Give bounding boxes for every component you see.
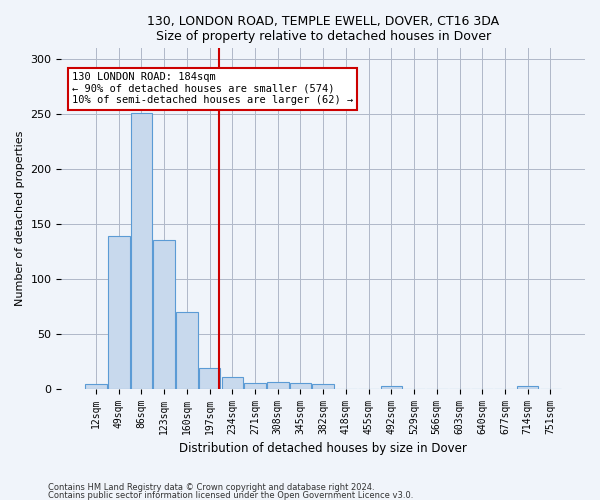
Text: Contains public sector information licensed under the Open Government Licence v3: Contains public sector information licen… [48,490,413,500]
Bar [199,368,220,388]
Bar [267,382,289,388]
Text: 130 LONDON ROAD: 184sqm
← 90% of detached houses are smaller (574)
10% of semi-d: 130 LONDON ROAD: 184sqm ← 90% of detache… [72,72,353,106]
Bar [154,240,175,388]
Y-axis label: Number of detached properties: Number of detached properties [15,131,25,306]
Bar [221,376,243,388]
Bar [380,386,402,388]
Bar [244,383,266,388]
X-axis label: Distribution of detached houses by size in Dover: Distribution of detached houses by size … [179,442,467,455]
Bar [313,384,334,388]
Bar [290,383,311,388]
Bar [176,312,197,388]
Bar [85,384,107,388]
Bar [131,113,152,388]
Bar [517,386,538,388]
Bar [108,236,130,388]
Text: Contains HM Land Registry data © Crown copyright and database right 2024.: Contains HM Land Registry data © Crown c… [48,483,374,492]
Title: 130, LONDON ROAD, TEMPLE EWELL, DOVER, CT16 3DA
Size of property relative to det: 130, LONDON ROAD, TEMPLE EWELL, DOVER, C… [147,15,499,43]
